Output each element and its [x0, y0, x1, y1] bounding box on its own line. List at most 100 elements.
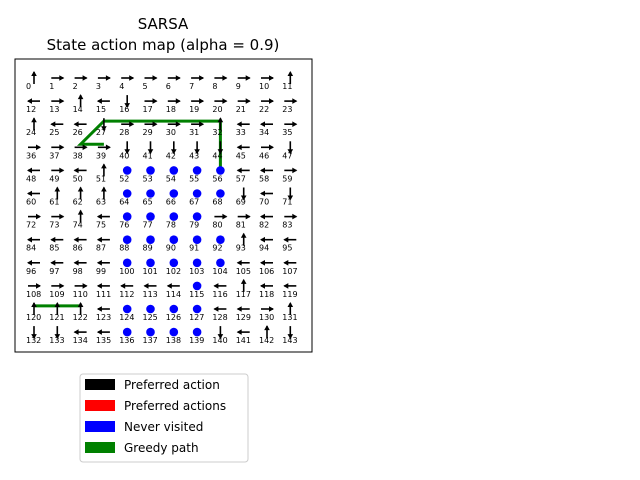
state-label: 134 [73, 336, 88, 345]
state-label: 114 [166, 290, 181, 299]
state-label: 97 [49, 267, 59, 276]
action-arrow-head [269, 98, 274, 104]
never-visited-marker [146, 212, 155, 221]
state-cell: 93 [236, 232, 247, 253]
action-arrow-head [59, 167, 65, 174]
legend-label-preferred-action: Preferred action [124, 378, 220, 392]
state-cell: 63 [96, 186, 107, 207]
state-label: 73 [49, 221, 59, 230]
state-label: 88 [119, 244, 129, 253]
state-label: 20 [212, 105, 222, 114]
state-label: 61 [49, 198, 59, 207]
never-visited-marker [192, 281, 202, 291]
state-cell: 123 [96, 306, 111, 322]
state-cell: 23 [282, 98, 298, 114]
state-label: 72 [26, 221, 36, 230]
state-label: 10 [259, 82, 269, 91]
state-cell: 140 [212, 326, 228, 345]
action-arrow-head [222, 75, 228, 81]
state-label: 125 [143, 313, 158, 322]
state-label: 137 [143, 336, 158, 345]
state-cell: 22 [259, 98, 274, 114]
action-arrow-head [236, 121, 242, 127]
never-visited-marker [122, 327, 132, 337]
action-arrow-head [59, 144, 65, 151]
action-arrow-head [245, 75, 251, 81]
state-label: 82 [259, 221, 269, 230]
never-visited-marker [216, 235, 225, 244]
never-visited-marker [169, 235, 179, 244]
state-label: 45 [236, 151, 246, 160]
action-arrow-head [96, 260, 102, 266]
state-label: 135 [96, 336, 111, 345]
state-label: 126 [166, 313, 181, 322]
state-label: 40 [119, 151, 129, 160]
action-arrow-head [36, 283, 41, 289]
action-arrow-head [31, 334, 37, 340]
action-arrow-head [27, 236, 32, 243]
state-label: 30 [166, 128, 176, 137]
action-arrow-head [152, 121, 158, 127]
state-label: 58 [259, 174, 269, 183]
state-label: 117 [236, 290, 251, 299]
state-label: 23 [282, 105, 292, 114]
state-label: 21 [236, 105, 246, 114]
state-label: 111 [96, 290, 111, 299]
state-cell: 104 [212, 258, 228, 276]
action-arrow-head [292, 213, 298, 220]
action-arrow-head [213, 283, 219, 289]
action-arrow-head [213, 306, 219, 312]
action-arrow-head [82, 75, 88, 81]
never-visited-marker [146, 189, 155, 198]
state-cell: 91 [189, 235, 202, 253]
state-cell: 33 [236, 121, 250, 137]
action-arrow-head [59, 75, 65, 81]
state-cell: 51 [96, 163, 107, 183]
action-arrow-head [59, 283, 65, 289]
state-label: 42 [166, 151, 176, 160]
state-label: 93 [236, 244, 246, 253]
state-label: 31 [189, 128, 199, 137]
never-visited-marker [192, 235, 202, 244]
state-cell: 139 [189, 327, 204, 345]
action-arrow-head [236, 167, 242, 174]
state-label: 27 [96, 128, 106, 137]
never-visited-marker [192, 166, 202, 175]
state-cell: 67 [189, 189, 202, 207]
state-cell: 40 [119, 141, 130, 160]
state-cell: 125 [143, 304, 158, 322]
state-cell: 143 [282, 326, 298, 345]
state-cell: 57 [236, 167, 250, 183]
state-label: 26 [73, 128, 83, 137]
never-visited-marker [216, 166, 225, 175]
state-cell: 44 [212, 141, 224, 160]
state-label: 77 [143, 221, 153, 230]
never-visited-marker [192, 212, 202, 221]
state-cell: 9 [236, 75, 251, 91]
state-cell: 38 [73, 144, 88, 160]
state-label: 131 [282, 313, 297, 322]
state-cell: 5 [143, 75, 158, 91]
state-cell: 87 [96, 236, 110, 253]
state-cell: 135 [96, 329, 111, 345]
state-cell: 132 [26, 326, 41, 345]
state-label: 48 [26, 174, 36, 183]
state-cell: 127 [189, 304, 204, 322]
state-cell: 120 [26, 302, 41, 322]
state-cell: 30 [166, 121, 181, 137]
chart-title: SARSA [138, 15, 189, 33]
state-label: 103 [189, 267, 204, 276]
action-arrow-head [143, 283, 149, 289]
state-cell: 126 [166, 304, 181, 322]
state-label: 38 [73, 151, 83, 160]
never-visited-marker [216, 258, 225, 268]
state-label: 55 [189, 174, 199, 183]
legend-label-preferred-actions: Preferred actions [124, 399, 226, 413]
never-visited-marker [146, 235, 155, 244]
state-label: 99 [96, 267, 106, 276]
state-cell: 76 [119, 212, 132, 230]
state-label: 29 [143, 128, 153, 137]
state-label: 75 [96, 221, 106, 230]
state-label: 94 [259, 244, 269, 253]
